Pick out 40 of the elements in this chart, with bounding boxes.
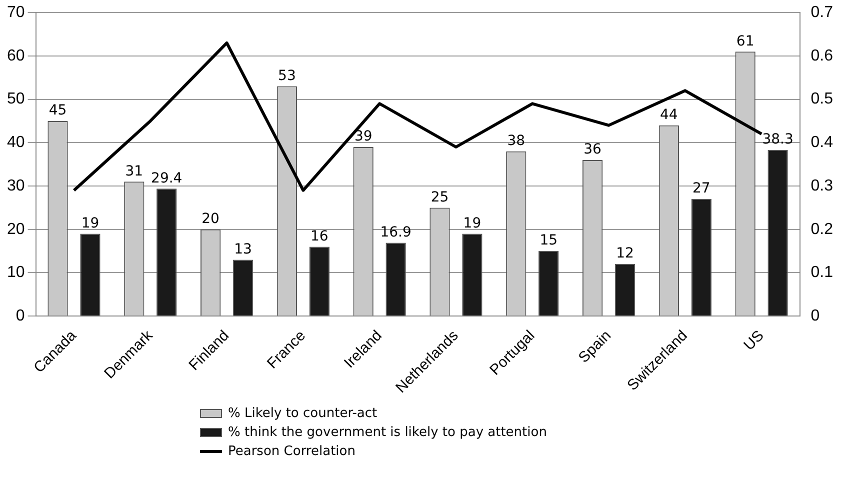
x-tick-label: US (740, 327, 768, 354)
y2-tick-label: 0.1 (810, 264, 834, 282)
y-tick-label: 40 (7, 134, 25, 152)
y2-tick-label: 0.4 (810, 134, 834, 152)
data-label: 16.9 (380, 224, 412, 240)
legend-label: Pearson Correlation (228, 444, 356, 459)
data-label: 19 (81, 215, 100, 232)
y2-tick-label: 0.7 (810, 4, 834, 22)
data-label: 19 (463, 215, 482, 232)
y2-tick-label: 0.6 (810, 47, 834, 64)
data-label: 29.4 (151, 170, 182, 186)
y-tick-label: 20 (7, 220, 25, 238)
y-tick-label: 70 (7, 4, 25, 22)
y-tick-label: 60 (7, 47, 25, 64)
data-label: 38 (507, 132, 526, 149)
data-label: 12 (616, 246, 634, 262)
data-label: 36 (584, 142, 602, 158)
data-label: 13 (234, 241, 252, 258)
data-label: 16 (310, 228, 328, 244)
legend-label: % Likely to counter-act (228, 406, 378, 421)
y-tick-label: 30 (7, 177, 25, 194)
y-tick-label: 0 (16, 307, 25, 324)
y2-tick-label: 0.2 (810, 220, 834, 238)
data-label: 53 (278, 68, 296, 84)
data-label: 38.3 (762, 132, 794, 148)
data-label: 45 (48, 102, 67, 119)
legend-label: % think the government is likely to pay attention (228, 425, 547, 440)
y-tick-label: 50 (7, 90, 25, 108)
data-label: 61 (736, 33, 754, 50)
data-label: 15 (540, 232, 558, 249)
data-label: 20 (202, 211, 220, 228)
y-tick-label: 10 (7, 264, 25, 282)
y2-tick-label: 0.3 (810, 177, 834, 194)
data-label: 27 (692, 180, 710, 197)
y2-tick-label: 0 (810, 307, 820, 324)
y2-tick-label: 0.5 (810, 90, 834, 108)
data-label: 25 (430, 189, 449, 206)
data-label: 44 (660, 106, 678, 123)
data-label: 39 (354, 128, 372, 145)
data-label: 31 (125, 163, 144, 180)
